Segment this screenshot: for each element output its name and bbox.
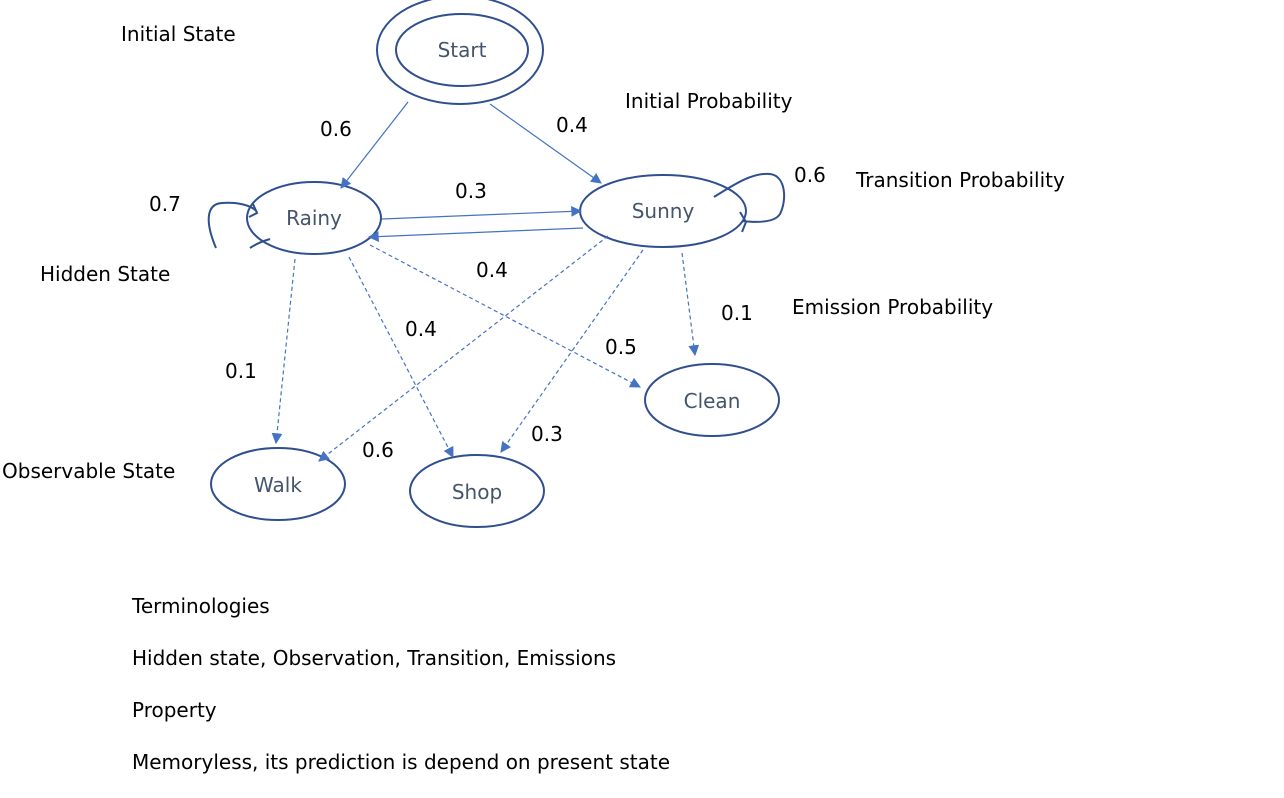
node-clean-label: Clean xyxy=(684,389,741,413)
notes-property-heading: Property xyxy=(132,698,217,722)
edge-sunny-walk xyxy=(318,235,609,462)
node-clean: Clean xyxy=(644,363,780,437)
label-initial-state: Initial State xyxy=(121,22,236,46)
node-walk: Walk xyxy=(210,447,346,521)
label-transition-probability: Transition Probability xyxy=(855,168,1065,192)
node-shop: Shop xyxy=(409,454,545,528)
prob-rainy-clean: 0.5 xyxy=(605,335,637,359)
prob-rainy-sunny: 0.3 xyxy=(455,179,487,203)
edge-sunny-rainy xyxy=(367,227,584,242)
edge-start-sunny xyxy=(489,103,602,184)
edge-rainy-shop xyxy=(348,256,454,458)
prob-start-sunny: 0.4 xyxy=(556,113,588,137)
prob-rainy-rainy: 0.7 xyxy=(149,192,181,216)
edge-rainy-clean xyxy=(369,244,641,388)
notes-property-text: Memoryless, its prediction is depend on … xyxy=(132,750,671,774)
edge-rainy-walk xyxy=(271,258,296,445)
prob-rainy-shop: 0.4 xyxy=(405,317,437,341)
label-observable-state: Observable State xyxy=(2,459,175,483)
label-emission-probability: Emission Probability xyxy=(792,295,993,319)
label-initial-probability: Initial Probability xyxy=(625,89,793,113)
edge-rainy-sunny xyxy=(381,205,583,220)
node-shop-label: Shop xyxy=(452,480,502,504)
notes-section: Terminologies Hidden state, Observation,… xyxy=(132,590,670,798)
node-sunny-label: Sunny xyxy=(632,199,695,223)
node-walk-label: Walk xyxy=(254,473,302,497)
prob-sunny-shop: 0.3 xyxy=(531,422,563,446)
prob-sunny-clean: 0.1 xyxy=(721,301,753,325)
node-start: Start xyxy=(376,0,544,105)
prob-rainy-walk: 0.1 xyxy=(225,359,257,383)
notes-terminologies-list: Hidden state, Observation, Transition, E… xyxy=(132,646,617,670)
prob-start-rainy: 0.6 xyxy=(320,117,352,141)
edge-sunny-shop xyxy=(500,249,644,453)
edge-sunny-clean xyxy=(681,252,700,357)
node-rainy-label: Rainy xyxy=(286,206,342,230)
notes-terminologies-heading: Terminologies xyxy=(132,594,270,618)
label-hidden-state: Hidden State xyxy=(40,262,170,286)
edge-start-rainy xyxy=(340,101,409,189)
loop-rainy xyxy=(207,201,271,249)
prob-sunny-rainy: 0.4 xyxy=(476,258,508,282)
loop-sunny xyxy=(713,172,786,233)
prob-sunny-walk: 0.6 xyxy=(362,438,394,462)
node-sunny: Sunny xyxy=(579,174,747,248)
node-start-label: Start xyxy=(438,38,487,62)
prob-sunny-sunny: 0.6 xyxy=(794,163,826,187)
node-rainy: Rainy xyxy=(246,181,382,255)
